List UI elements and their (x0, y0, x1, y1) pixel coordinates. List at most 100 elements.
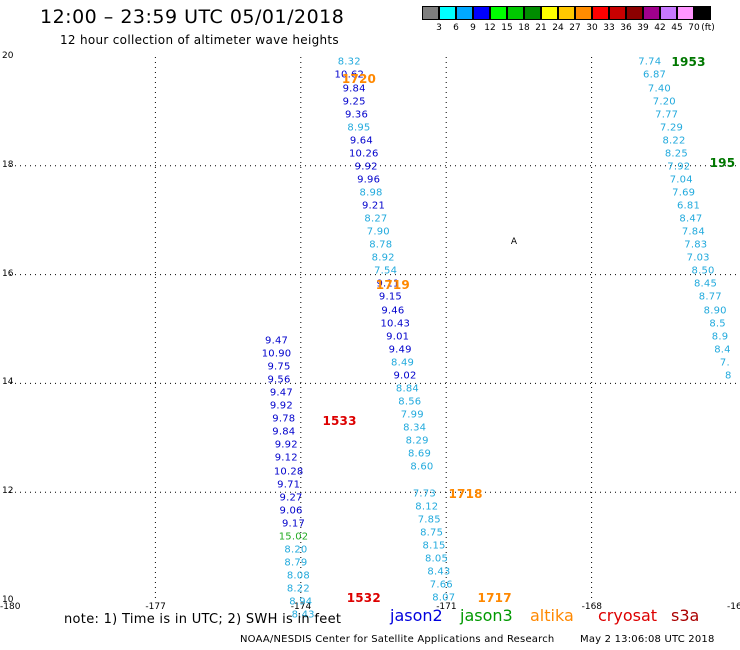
longitude-tick-label: -165 (727, 602, 740, 612)
wave-height-observation: 9.64 (349, 135, 373, 147)
colorbar-swatch (490, 6, 507, 20)
colorbar-label: 12 (484, 23, 496, 33)
colorbar-label: 24 (552, 23, 564, 33)
wave-height-observation: 10.62 (334, 69, 365, 81)
colorbar-label: 21 (535, 23, 547, 33)
wave-height-observation: 8.15 (422, 540, 446, 552)
wave-height-observation: 8.05 (424, 553, 449, 565)
wave-height-observation: 10.43 (380, 318, 411, 330)
wave-height-observation: 8.43 (291, 609, 315, 621)
colorbar-swatch (456, 6, 473, 20)
station-icon: A (510, 236, 518, 247)
colorbar-label: 30 (586, 23, 598, 33)
wave-height-observation: 7.77 (655, 109, 679, 121)
wave-height-observation: 10.90 (261, 348, 292, 360)
colorbar-swatch (524, 6, 541, 20)
wave-height-observation: 8.43 (427, 566, 451, 578)
wave-height-observation: 9.56 (267, 374, 291, 386)
wave-height-observation: 7.90 (366, 226, 390, 238)
wave-height-observation: 7.20 (652, 96, 676, 108)
wave-height-observation: 8.12 (415, 501, 439, 513)
wave-height-observation: 8.4 (714, 344, 731, 356)
latitude-tick-label: 20 (2, 51, 14, 61)
wave-height-observation: 8.56 (398, 396, 422, 408)
wave-height-observation: 8.32 (337, 56, 361, 68)
wave-height-observation: 8.22 (662, 135, 686, 147)
wave-height-observation: 8.20 (284, 544, 308, 556)
wave-height-observation: 8.60 (410, 461, 434, 473)
colorbar-swatch (558, 6, 575, 20)
legend-item-jason2: jason2 (390, 606, 443, 625)
colorbar-unit-label: (ft) (701, 23, 715, 33)
wave-height-observation: 9.96 (357, 174, 381, 186)
wave-height-observation: 7.83 (684, 239, 708, 251)
wave-height-observation: 8.69 (407, 448, 432, 460)
pass-time-label: 195 (709, 156, 736, 171)
colorbar-label: 39 (637, 23, 649, 33)
wave-height-observation: 8.29 (405, 435, 429, 447)
wave-height-observation: 8.27 (364, 213, 388, 225)
wave-height-observation: 15.02 (278, 531, 309, 543)
wave-height-observation: 8.9 (711, 331, 729, 343)
wave-height-observation: 8.5 (709, 318, 726, 330)
wave-height-observation: 9.47 (269, 387, 293, 399)
wave-height-observation: 7.04 (669, 174, 693, 186)
wave-height-observation: 8.45 (693, 278, 718, 290)
wave-height-observation: 9.02 (393, 370, 417, 382)
wave-height-observation: 7.69 (672, 187, 696, 199)
wave-height-observation: 8.25 (664, 148, 688, 160)
wave-height-observation: 8.75 (420, 527, 444, 539)
colorbar-swatch (660, 6, 677, 20)
wave-height-observation: 9.36 (344, 109, 369, 121)
longitude-tick-label: -168 (581, 602, 603, 612)
wave-height-observation: 8 (724, 370, 732, 382)
wave-height-observation: 8.07 (432, 592, 456, 604)
wave-height-observation: 8.34 (403, 422, 427, 434)
legend-item-s3a: s3a (671, 606, 700, 625)
longitude-tick-label: -174 (290, 602, 312, 612)
colorbar-label: 18 (518, 23, 530, 33)
colorbar-swatch (609, 6, 626, 20)
pass-time-label: 1719 (375, 278, 410, 293)
wave-height-observation: 9.71 (277, 479, 301, 491)
legend-item-altika: altika (530, 606, 574, 625)
wave-height-observation: 9.75 (267, 361, 291, 373)
wave-height-observation: 8.94 (289, 596, 313, 608)
wave-height-observation: 9.17 (281, 518, 306, 530)
colorbar-label: 42 (654, 23, 666, 33)
map-plot-area: -180 -177 -174 -171 -168 -165 10 12 14 16 18 20 8.32… (0, 51, 740, 621)
latitude-tick-label: 16 (2, 268, 14, 279)
wave-height-observation: 10.26 (348, 148, 379, 160)
colorbar-swatch (592, 6, 609, 20)
wave-height-observation: 7.40 (647, 83, 671, 95)
wave-height-observation: 8.47 (679, 213, 703, 225)
pass-time-label: 1532 (346, 591, 381, 606)
colorbar-swatch (507, 6, 524, 20)
wave-height-observation: 9.84 (272, 426, 296, 438)
wave-height-observation: 7.84 (681, 226, 705, 238)
colorbar-swatch (677, 6, 694, 20)
wave-height-observation: 7.03 (686, 252, 710, 264)
colorbar-label: 15 (501, 23, 513, 33)
generation-timestamp: May 2 13:06:08 UTC 2018 (580, 634, 715, 645)
wave-height-observation: 9.15 (378, 291, 402, 303)
pass-time-label: 1720 (341, 71, 377, 86)
wave-height-observation: 7.54 (374, 265, 398, 277)
wave-height-observation: 9.27 (279, 492, 303, 504)
wave-height-observation: 8.84 (395, 383, 419, 395)
wave-height-observation: 7.92 (667, 161, 691, 173)
wave-height-observation: 6.87 (643, 69, 667, 81)
pass-time-label: 1533 (322, 414, 357, 429)
colorbar-label: 27 (569, 23, 581, 33)
latitude-tick-label: 10 (2, 595, 14, 605)
longitude-tick-label: -177 (145, 602, 166, 612)
wave-height-observation: 8.49 (391, 357, 415, 369)
wave-height-observation: 8.50 (691, 265, 715, 277)
colorbar-swatch (422, 6, 439, 20)
wave-height-observation: 9.25 (342, 96, 366, 108)
wave-height-observation: 9.46 (381, 305, 405, 316)
wave-height-observation: 9.78 (272, 413, 296, 425)
colorbar-label: 6 (453, 23, 459, 33)
wave-height-observation: 6.81 (676, 200, 701, 212)
